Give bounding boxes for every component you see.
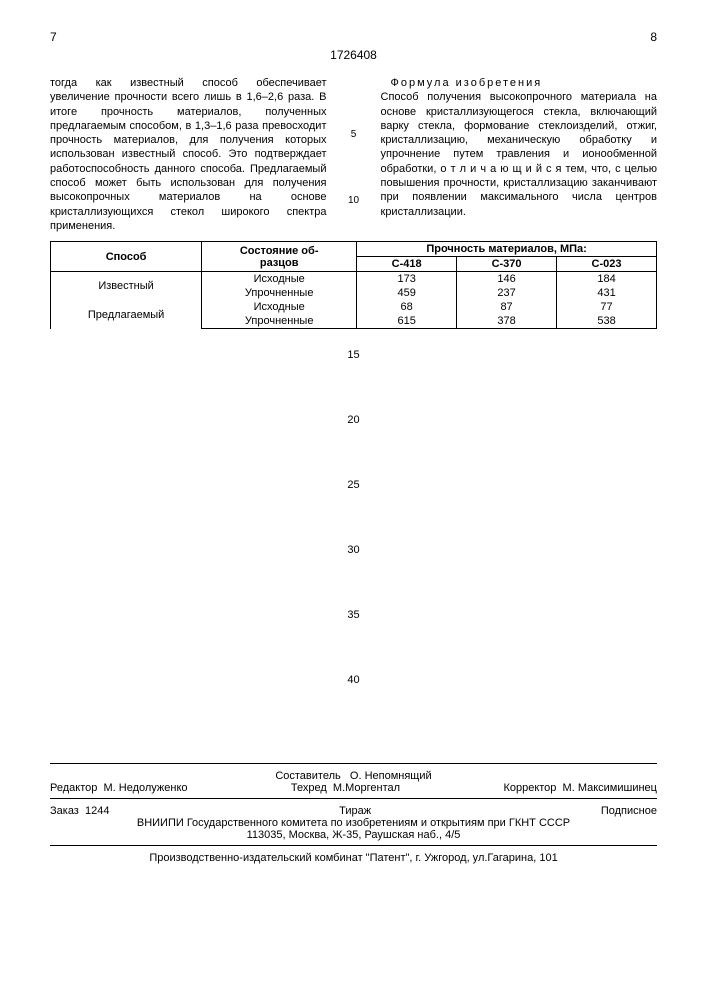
divider [50,763,657,764]
line-number: 40 [50,674,657,686]
tirazh: Тираж [339,805,371,817]
tech-cell: Техред М.Моргентал [291,782,400,794]
tech-label: Техред [291,782,327,794]
cell-value: 378 [457,314,557,329]
cell-value: 146 [457,272,557,287]
strength-table: Способ Состояние об- разцов Прочность ма… [50,241,657,329]
corrector-cell: Корректор М. Максимишинец [503,782,657,794]
margin-number-10: 10 [345,194,363,207]
compiler-name: О. Непомнящий [350,770,432,782]
cell-value: 538 [557,314,657,329]
th-strength: Прочность материалов, МПа: [357,242,657,257]
right-column-text: Способ получения высокопрочного материал… [381,91,658,217]
line-number: 25 [50,479,657,491]
th-method: Способ [51,242,202,272]
editor-cell: Редактор М. Недолуженко [50,782,188,794]
tech-name: М.Моргентал [333,782,400,794]
order-number: 1244 [85,805,109,817]
corrector-name: М. Максимишинец [563,782,657,794]
line-number: 15 [50,349,657,361]
table-header-row-1: Способ Состояние об- разцов Прочность ма… [51,242,657,257]
divider [50,845,657,846]
line-number: 35 [50,609,657,621]
th-c370: С-370 [457,257,557,272]
credits-row: Редактор М. Недолуженко Техред М.Моргент… [50,782,657,794]
th-state: Состояние об- разцов [202,242,357,272]
org-line-1: ВНИИПИ Государственного комитета по изоб… [50,817,657,829]
column-gutter: 5 10 [345,76,363,233]
cell-value: 173 [357,272,457,287]
corrector-label: Корректор [503,782,556,794]
cell-value: 459 [357,286,457,300]
left-column-text: тогда как известный способ обеспечивает … [50,77,327,232]
org-line-2: 113035, Москва, Ж-35, Раушская наб., 4/5 [50,829,657,841]
page-number-right: 8 [650,30,657,44]
editor-label: Редактор [50,782,97,794]
compiler-label: Составитель [275,770,340,782]
left-column: тогда как известный способ обеспечивает … [50,76,327,233]
line-number-gutter: 15 20 25 30 35 40 [50,339,657,759]
cell-value: 68 [357,300,457,314]
header-row: 7 8 [50,30,657,44]
order-label: Заказ [50,805,79,817]
order-block: Заказ 1244 Тираж Подписное ВНИИПИ Госуда… [50,805,657,841]
cell-method-proposed: Предлагаемый [51,300,202,329]
order-row: Заказ 1244 Тираж Подписное [50,805,657,817]
subscription: Подписное [601,805,657,817]
page-number-left: 7 [50,30,57,44]
cell-state: Упрочненные [202,286,357,300]
cell-value: 237 [457,286,557,300]
th-c023: С-023 [557,257,657,272]
text-columns: тогда как известный способ обеспечивает … [50,76,657,233]
cell-value: 87 [457,300,557,314]
editor-name: М. Недолуженко [103,782,187,794]
compiler-line: Составитель О. Непомнящий [50,770,657,782]
divider [50,798,657,799]
cell-state: Исходные [202,300,357,314]
order-cell: Заказ 1244 [50,805,109,817]
table-row: Известный Исходные 173 146 184 [51,272,657,287]
cell-value: 184 [557,272,657,287]
formula-title: Формула изобретения [381,76,658,90]
line-number: 20 [50,414,657,426]
patent-number: 1726408 [50,48,657,62]
cell-method-known: Известный [51,272,202,301]
cell-state: Упрочненные [202,314,357,329]
margin-number-5: 5 [345,128,363,141]
th-c418: С-418 [357,257,457,272]
table-row: Предлагаемый Исходные 68 87 77 [51,300,657,314]
credits-block: Составитель О. Непомнящий Редактор М. Не… [50,770,657,794]
cell-value: 77 [557,300,657,314]
right-column: Формула изобретения Способ получения выс… [381,76,658,233]
patent-page: 7 8 1726408 тогда как известный способ о… [0,0,707,1000]
cell-state: Исходные [202,272,357,287]
cell-value: 615 [357,314,457,329]
line-number: 30 [50,544,657,556]
print-line: Производственно-издательский комбинат "П… [50,852,657,864]
cell-value: 431 [557,286,657,300]
